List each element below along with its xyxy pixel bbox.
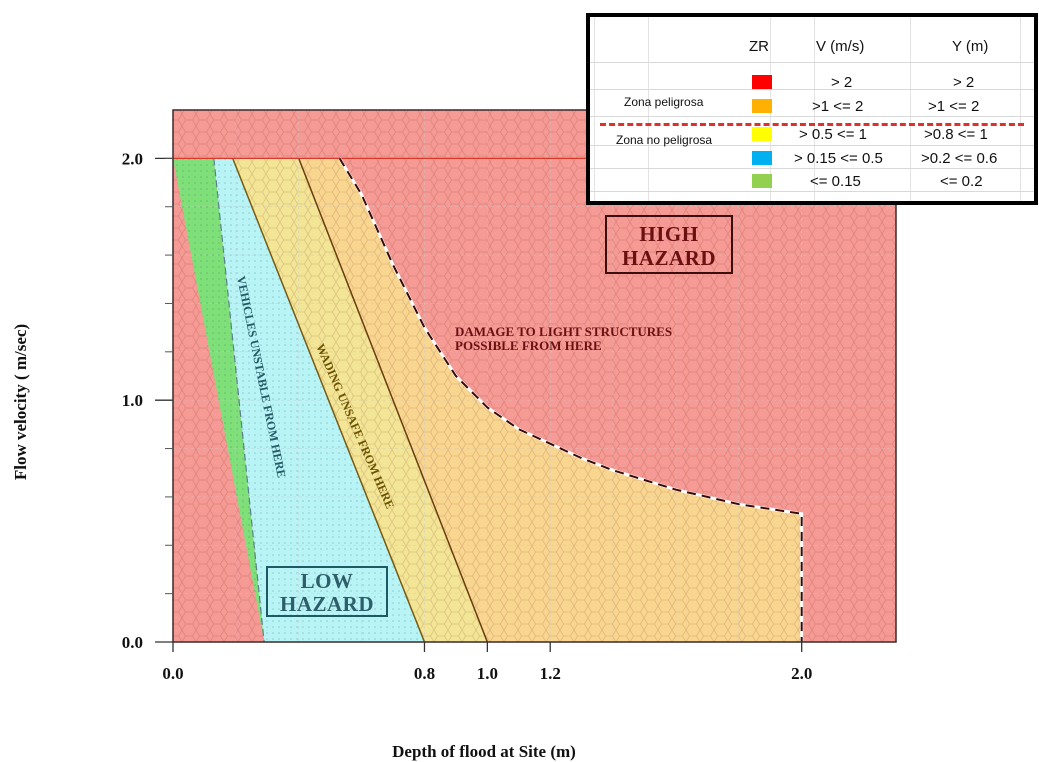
high-hazard-line1: HIGH [639,222,698,246]
legend-row3-v: > 0.5 <= 1 [799,126,867,143]
legend-header-v: V (m/s) [816,38,865,55]
zone-low-texture [173,158,265,642]
x-tick-label: 1.2 [540,664,561,683]
legend-header-y: Y (m) [952,38,989,55]
low-hazard-line1: LOW [301,569,354,593]
wading-outer-boundary [298,158,489,643]
zona-no-peligrosa-label: Zona no peligrosa [616,133,713,147]
y-axis-label: Flow velocity ( m/sec) [11,324,30,480]
vehicles-boundary [213,158,265,643]
damage-boundary [338,157,803,642]
y-tick-label: 2.0 [122,149,143,168]
legend-swatch-green [752,174,772,188]
low-hazard-label: LOW HAZARD [266,566,388,617]
high-hazard-label: HIGH HAZARD [605,215,733,274]
legend-row5-v: <= 0.15 [810,173,861,190]
legend-swatch-red [752,75,772,89]
x-axis-label: Depth of flood at Site (m) [392,742,576,761]
legend-row1-v: > 2 [831,74,853,91]
x-tick-label: 2.0 [791,664,812,683]
high-hazard-line2: HAZARD [622,246,716,270]
damage-label-line2: POSSIBLE FROM HERE [455,338,602,353]
legend-row4-v: > 0.15 <= 0.5 [794,150,883,167]
legend-swatch-blue [752,151,772,165]
legend-row3-y: >0.8 <= 1 [924,126,988,143]
x-tick-label: 1.0 [477,664,498,683]
legend-swatch-orange [752,99,772,113]
wading-boundary [232,158,426,643]
legend-row5-y: <= 0.2 [940,173,983,190]
legend-row1-y: > 2 [953,74,975,91]
x-tick-label: 0.8 [414,664,435,683]
legend-header-zr: ZR [749,38,769,55]
legend-box: ZR V (m/s) Y (m) Zona peligrosa Zona no … [586,13,1038,205]
zona-peligrosa-label: Zona peligrosa [624,95,704,109]
damage-label-line1: DAMAGE TO LIGHT STRUCTURES [455,324,672,339]
y-tick-label: 1.0 [122,391,143,410]
legend-row2-v: >1 <= 2 [812,98,864,115]
legend-row4-y: >0.2 <= 0.6 [921,150,998,167]
low-hazard-line2: HAZARD [280,592,374,616]
y-tick-label: 0.0 [122,633,143,652]
legend-row2-y: >1 <= 2 [928,98,980,115]
zone-moderate-texture [298,158,802,642]
x-tick-label: 0.0 [162,664,183,683]
plot-frame [172,109,897,643]
legend-swatch-yellow [752,127,772,141]
legend-separator [600,123,1024,126]
